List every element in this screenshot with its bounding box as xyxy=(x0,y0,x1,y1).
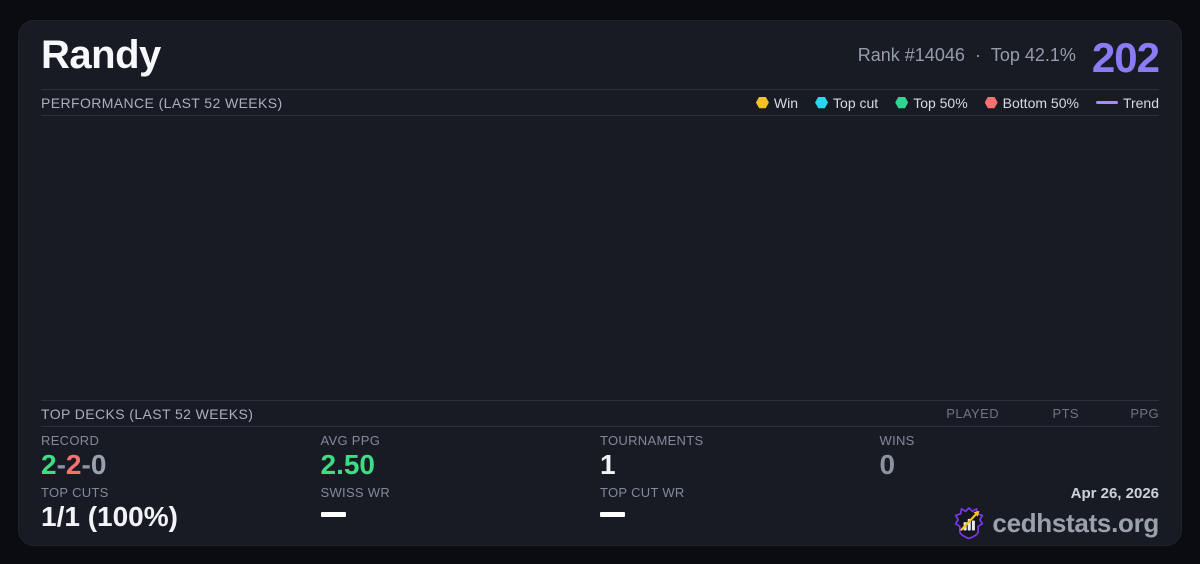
stat-label: TOURNAMENTS xyxy=(600,433,704,448)
card-header: Randy Rank #14046 · Top 42.1% 202 xyxy=(41,21,1160,89)
trend-line-icon xyxy=(1095,101,1118,104)
legend-item-trend: Trend xyxy=(1095,94,1159,111)
legend-label: Bottom 50% xyxy=(1002,94,1079,111)
stat-label: SWISS WR xyxy=(320,485,391,500)
performance-chart-area xyxy=(41,116,1159,400)
legend-item-win: Win xyxy=(755,94,799,111)
legend-item-bottom50: Bottom 50% xyxy=(984,94,1079,111)
top-percent-text: Top 42.1% xyxy=(990,44,1076,65)
legend-label: Trend xyxy=(1122,94,1159,111)
column-played: PLAYED xyxy=(946,406,999,421)
top50-dot-icon xyxy=(895,96,909,109)
record-sep: - xyxy=(81,449,91,480)
legend-item-top-cut: Top cut xyxy=(815,95,878,111)
stat-top-cut-wr: TOP CUT WR xyxy=(600,485,880,545)
cedhstats-logo-icon xyxy=(955,507,984,540)
chart-legend: Win Top cut Top 50% Bottom 50% Trend xyxy=(755,94,1159,111)
stat-tournaments: TOURNAMENTS 1 xyxy=(600,433,880,485)
brand-name: cedhstats.org xyxy=(992,507,1159,538)
player-score: 202 xyxy=(1091,34,1160,81)
column-ppg: PPG xyxy=(1130,406,1159,421)
tournaments-value: 1 xyxy=(600,449,616,480)
record-losses: 2 xyxy=(65,449,82,480)
stat-wins: WINS 0 xyxy=(880,433,1160,485)
top-decks-title: TOP DECKS (LAST 52 WEEKS) xyxy=(41,405,254,422)
rank-line: Rank #14046 · Top 42.1% xyxy=(858,45,1076,66)
avg-ppg-value: 2.50 xyxy=(320,449,376,480)
legend-item-top50: Top 50% xyxy=(895,94,968,111)
header-right: Rank #14046 · Top 42.1% 202 xyxy=(858,31,1160,81)
performance-title: PERFORMANCE (LAST 52 WEEKS) xyxy=(41,94,283,111)
player-name: Randy xyxy=(41,32,161,77)
rank-text: Rank #14046 xyxy=(857,44,965,65)
column-pts: PTS xyxy=(1052,406,1079,421)
stat-label: TOP CUT WR xyxy=(600,485,685,500)
stat-avg-ppg: AVG PPG 2.50 xyxy=(321,433,601,485)
stat-swiss-wr: SWISS WR xyxy=(320,485,601,545)
brand-row[interactable]: cedhstats.org xyxy=(954,506,1159,540)
top-decks-header-row: TOP DECKS (LAST 52 WEEKS) PLAYED PTS PPG xyxy=(41,400,1159,427)
card-date: Apr 26, 2026 xyxy=(1070,485,1159,502)
bottom50-dot-icon xyxy=(984,96,998,109)
wins-value: 0 xyxy=(879,449,896,480)
record-wins: 2 xyxy=(41,449,57,480)
stat-label: RECORD xyxy=(41,433,100,448)
record-draws: 0 xyxy=(90,449,107,480)
stat-label: AVG PPG xyxy=(320,433,381,448)
rank-separator: · xyxy=(974,44,981,65)
stat-record: RECORD 2-2-0 xyxy=(41,433,321,485)
record-value: 2-2-0 xyxy=(41,449,321,481)
win-dot-icon xyxy=(755,96,769,109)
top-cuts-value: 1/1 (100%) xyxy=(41,501,178,532)
top-cut-wr-empty-value xyxy=(600,512,625,517)
swiss-wr-empty-value xyxy=(320,512,346,517)
top-cut-dot-icon xyxy=(815,96,829,109)
performance-header-row: PERFORMANCE (LAST 52 WEEKS) Win Top cut … xyxy=(41,89,1159,116)
card-footer: Apr 26, 2026 cedhstats.org xyxy=(880,485,1159,545)
deck-table-columns: PLAYED PTS PPG xyxy=(919,406,1159,421)
stats-grid: RECORD 2-2-0 AVG PPG 2.50 TOURNAMENTS 1 … xyxy=(41,427,1159,545)
stat-label: WINS xyxy=(879,433,915,448)
record-sep: - xyxy=(56,449,66,480)
legend-label: Top 50% xyxy=(913,94,968,111)
legend-label: Win xyxy=(773,94,799,111)
stat-label: TOP CUTS xyxy=(41,485,109,500)
stat-top-cuts: TOP CUTS 1/1 (100%) xyxy=(41,485,321,545)
legend-label: Top cut xyxy=(833,94,879,111)
player-stats-card: Randy Rank #14046 · Top 42.1% 202 PERFOR… xyxy=(18,20,1182,546)
